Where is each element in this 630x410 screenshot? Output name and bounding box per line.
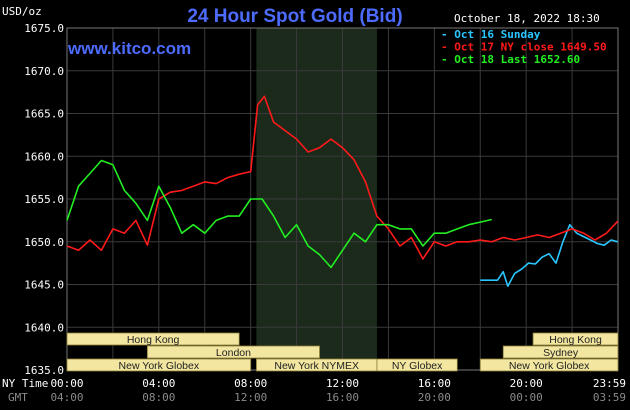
y-tick-label: 1675.0 (24, 22, 64, 35)
chart-title: 24 Hour Spot Gold (Bid) (187, 6, 402, 27)
site-watermark: www.kitco.com (67, 39, 191, 58)
legend-entry: - Oct 17 NY close 1649.50 (441, 41, 607, 54)
series-line-1 (480, 223, 619, 288)
x-tick-label-ny: 00:00 (50, 377, 83, 390)
y-axis-unit-label: USD/oz (2, 5, 42, 18)
session-bar: New York Globex (479, 358, 619, 372)
session-bar-label: NY Globex (392, 360, 443, 372)
x-tick-label-ny: 16:00 (418, 377, 451, 390)
x-tick-label-ny: 23:59 (593, 377, 626, 390)
session-bar-label: London (216, 347, 251, 359)
session-bar: London (146, 345, 320, 359)
session-bar-label: Sydney (543, 347, 579, 359)
y-tick-label: 1640.0 (24, 321, 64, 334)
session-bar-box (479, 358, 619, 372)
session-bar: New York NYMEX (256, 358, 378, 372)
y-tick-label: 1655.0 (24, 193, 64, 206)
x-tick-label-ny: 20:00 (510, 377, 543, 390)
x-tick-label-gmt: 16:00 (326, 391, 359, 404)
x-tick-label-gmt: 08:00 (142, 391, 175, 404)
legend-entry: - Oct 18 Last 1652.60 (441, 53, 580, 66)
session-bar-label: New York Globex (509, 360, 590, 372)
y-tick-label: 1645.0 (24, 279, 64, 292)
series-line-3 (66, 159, 492, 269)
session-bar-box (66, 358, 252, 372)
session-bar-label: Hong Kong (549, 334, 602, 346)
session-bar: NY Globex (376, 358, 458, 372)
y-tick-label: 1650.0 (24, 236, 64, 249)
session-bar-label: Hong Kong (127, 334, 180, 346)
ny-time-label: NY Time (2, 377, 48, 390)
x-tick-label-gmt: 12:00 (234, 391, 267, 404)
x-tick-label-gmt: 20:00 (418, 391, 451, 404)
session-bar-label: New York NYMEX (274, 360, 359, 372)
y-tick-label: 1635.0 (24, 364, 64, 377)
x-tick-label-ny: 08:00 (234, 377, 267, 390)
session-bar-box (376, 358, 458, 372)
session-bar-box (532, 332, 619, 346)
x-tick-label-gmt: 03:59 (593, 391, 626, 404)
session-bar: Hong Kong (66, 332, 240, 346)
gmt-label: GMT (8, 391, 28, 404)
series-line-2 (66, 95, 619, 260)
y-tick-label: 1665.0 (24, 108, 64, 121)
session-bar-box (66, 332, 240, 346)
session-bar-box (146, 345, 320, 359)
legend-entry: - Oct 16 Sunday (441, 28, 541, 41)
x-tick-label-gmt: 00:00 (510, 391, 543, 404)
y-tick-label: 1660.0 (24, 150, 64, 163)
chart-legend: - Oct 16 Sunday- Oct 17 NY close 1649.50… (441, 28, 607, 66)
x-tick-label-gmt: 04:00 (50, 391, 83, 404)
x-tick-label-ny: 12:00 (326, 377, 359, 390)
session-bar-box (502, 345, 619, 359)
chart-datetime: October 18, 2022 18:30 (454, 12, 600, 25)
session-bar: Hong Kong (532, 332, 619, 346)
session-bar: Sydney (502, 345, 619, 359)
x-tick-label-ny: 04:00 (142, 377, 175, 390)
y-tick-label: 1670.0 (24, 65, 64, 78)
session-bar-label: New York Globex (119, 360, 200, 372)
session-bar: New York Globex (66, 358, 252, 372)
